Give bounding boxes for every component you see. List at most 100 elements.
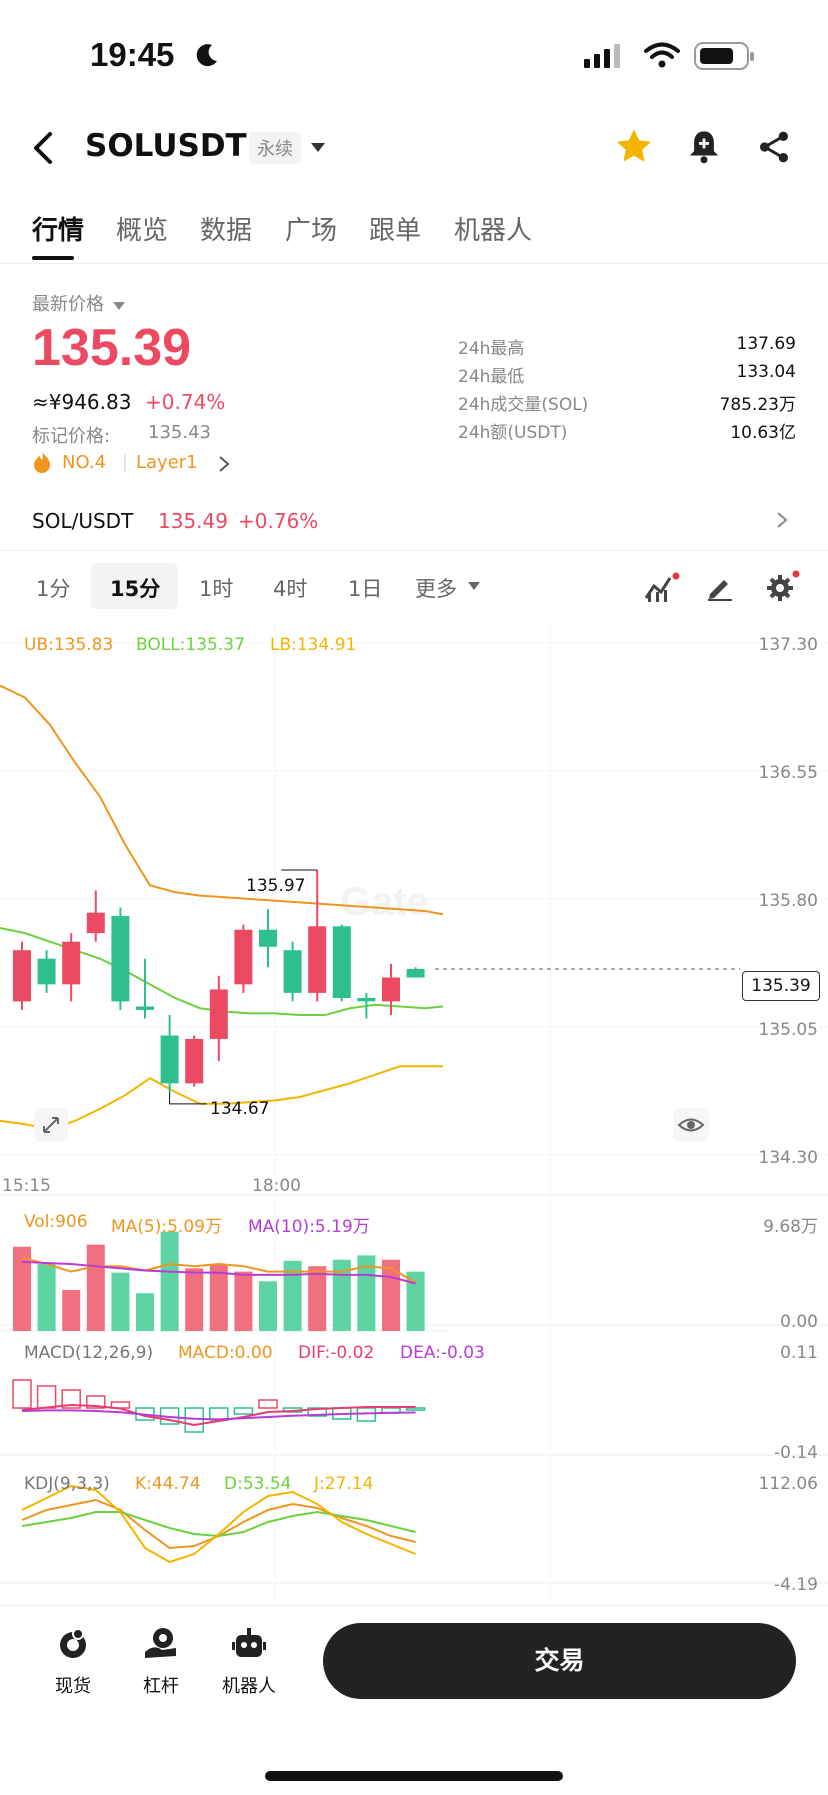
visibility-button[interactable] (673, 1108, 709, 1142)
contract-type-badge: 永续 (249, 132, 301, 164)
share-icon[interactable] (758, 128, 790, 166)
fullscreen-button[interactable] (34, 1108, 68, 1142)
chevron-right-icon[interactable] (218, 455, 230, 473)
boll-mid-label: BOLL:135.37 (136, 635, 245, 655)
macd-axis-bottom: -0.14 (774, 1443, 818, 1463)
kdj-k: K:44.74 (135, 1474, 201, 1494)
macd-value: MACD:0.00 (178, 1343, 273, 1363)
candle-body (185, 1038, 204, 1084)
spot-pair: SOL/USDT (32, 509, 134, 533)
price-change: +0.74% (145, 390, 226, 414)
draw-pen-icon[interactable] (706, 574, 734, 602)
timeframe-more[interactable]: 更多 (415, 577, 457, 601)
indicators-icon[interactable] (644, 572, 680, 604)
low-annotation: 134.67 (210, 1099, 270, 1119)
candle-body (209, 989, 228, 1039)
symbol-title[interactable]: SOLUSDT (85, 128, 247, 164)
back-arrow-icon[interactable] (30, 130, 56, 166)
spot-pair-row[interactable]: SOL/USDT 135.49 +0.76% (0, 495, 828, 545)
margin-icon (145, 1628, 176, 1658)
last-price-label-group[interactable]: 最新价格 (32, 290, 126, 316)
chevron-right-icon (777, 512, 788, 528)
wifi-icon (644, 42, 680, 68)
volume-bar (111, 1272, 130, 1331)
y-tick-2: 135.80 (758, 891, 818, 911)
volume-bar (136, 1293, 154, 1331)
price-alert-bell-icon[interactable] (687, 128, 721, 166)
volume-bar (37, 1264, 56, 1331)
favorite-star-icon[interactable] (615, 128, 653, 166)
cellular-signal-icon (584, 44, 620, 68)
chart-canvas[interactable]: Gate (0, 620, 828, 1605)
macd-dea: DEA:-0.03 (400, 1343, 485, 1363)
volume-bar (13, 1246, 31, 1331)
macd-bar (12, 1379, 32, 1409)
timeframe-4h[interactable]: 4时 (273, 577, 308, 601)
kdj-axis-top: 112.06 (758, 1474, 818, 1494)
nav-spot[interactable]: 现货 (33, 1626, 113, 1698)
chart-settings-gear-icon[interactable] (764, 570, 800, 604)
volume-ma10-line (21, 1260, 416, 1285)
top-header: SOLUSDT 永续 (0, 110, 828, 190)
tab-copy-trade[interactable]: 跟单 (369, 216, 422, 246)
stat-high-value: 137.69 (736, 334, 796, 354)
spot-icon (60, 1628, 86, 1658)
volume-bar (406, 1271, 425, 1331)
x-tick-1: 18:00 (252, 1176, 301, 1196)
stat-low-label: 24h最低 (458, 367, 525, 387)
bottom-action-bar: 现货 杠杆 机器人 交易 (0, 1605, 828, 1795)
tab-market[interactable]: 行情 (32, 216, 85, 246)
symbol-dropdown-icon[interactable] (310, 142, 326, 154)
nav-margin[interactable]: 杠杆 (121, 1626, 201, 1698)
nav-spot-label: 现货 (55, 1676, 91, 1697)
candle-body (308, 926, 327, 993)
sector-tag[interactable]: Layer1 (136, 452, 198, 473)
trade-button[interactable]: 交易 (323, 1623, 796, 1699)
divider (0, 550, 828, 551)
timeframe-15m[interactable]: 15分 (110, 577, 161, 601)
stat-turnover-value: 10.63亿 (730, 423, 796, 443)
volume-axis-bottom: 0.00 (780, 1312, 818, 1332)
timeframe-1d[interactable]: 1日 (348, 577, 383, 601)
current-price-tag: 135.39 (742, 971, 820, 1001)
volume-bar (185, 1268, 204, 1331)
volume-bar (332, 1259, 351, 1331)
tab-bots[interactable]: 机器人 (454, 216, 533, 246)
volume-bar (259, 1281, 277, 1331)
last-price-label: 最新价格 (32, 294, 104, 315)
volume-bar (234, 1271, 253, 1331)
status-time: 19:45 (90, 36, 175, 73)
candle-body (357, 997, 376, 1002)
tab-square[interactable]: 广场 (285, 216, 338, 246)
volume-bar (160, 1231, 179, 1331)
volume-bar (283, 1260, 302, 1331)
boll-lower-line (0, 1065, 443, 1131)
candle-body (382, 977, 400, 1002)
expand-icon (43, 1117, 59, 1133)
robot-icon (232, 1628, 266, 1657)
timeframe-1h[interactable]: 1时 (199, 577, 234, 601)
tab-data[interactable]: 数据 (200, 216, 253, 246)
rank-divider: | (122, 452, 129, 473)
macd-bar (36, 1385, 57, 1409)
caret-down-icon (468, 582, 480, 590)
y-tick-3: 135.05 (758, 1020, 818, 1040)
moon-icon (196, 44, 217, 67)
macd-bar (184, 1407, 204, 1433)
boll-upper-line (0, 684, 444, 916)
nav-bot[interactable]: 机器人 (209, 1626, 289, 1698)
stat-turnover-label: 24h额(USDT) (458, 423, 568, 443)
boll-lb-label: LB:134.91 (270, 635, 357, 655)
fire-icon (34, 451, 50, 473)
volume-axis-top: 9.68万 (763, 1217, 818, 1237)
nav-bot-label: 机器人 (222, 1676, 276, 1697)
kdj-j: J:27.14 (314, 1474, 374, 1494)
candle-body (406, 968, 425, 978)
active-tab-underline (32, 256, 74, 260)
candle-body (234, 929, 253, 985)
nav-margin-label: 杠杆 (143, 1676, 179, 1697)
volume-ma5-line (21, 1256, 417, 1284)
low-annotation-line (169, 1091, 207, 1105)
tab-overview[interactable]: 概览 (116, 216, 169, 246)
timeframe-1m[interactable]: 1分 (36, 577, 71, 601)
